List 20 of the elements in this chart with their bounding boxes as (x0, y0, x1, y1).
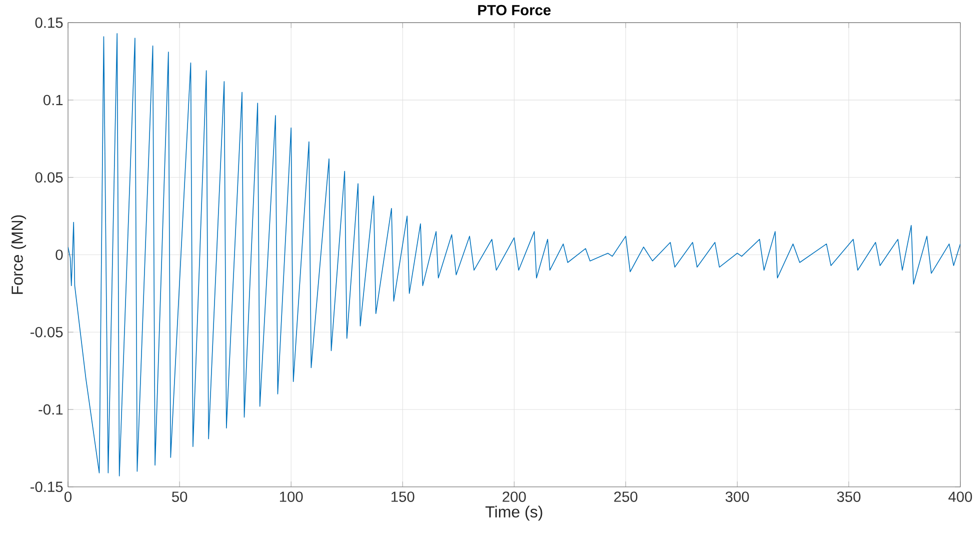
x-tick-label: 0 (64, 492, 72, 502)
y-axis-title: Force (MN) (11, 216, 26, 294)
chart-title: PTO Force (478, 5, 551, 16)
x-axis-title: Time (s) (485, 506, 542, 521)
y-tick-label: 0.1 (43, 95, 63, 106)
x-tick-label: 100 (280, 492, 303, 502)
y-tick-label: -0.05 (30, 327, 63, 338)
x-tick-label: 150 (392, 492, 414, 502)
y-tick-label: 0.15 (35, 18, 63, 28)
x-tick-label: 50 (172, 492, 188, 502)
x-tick-label: 300 (726, 492, 749, 502)
line-series (68, 33, 960, 477)
x-tick-label: 200 (502, 492, 526, 502)
y-tick-label: -0.1 (38, 404, 63, 415)
x-tick-label: 250 (614, 492, 638, 502)
y-tick-label: 0 (56, 250, 63, 260)
y-tick-label: 0.05 (35, 172, 63, 183)
y-tick-label: -0.15 (30, 482, 63, 492)
x-tick-label: 400 (948, 492, 972, 502)
x-tick-label: 350 (837, 492, 860, 502)
